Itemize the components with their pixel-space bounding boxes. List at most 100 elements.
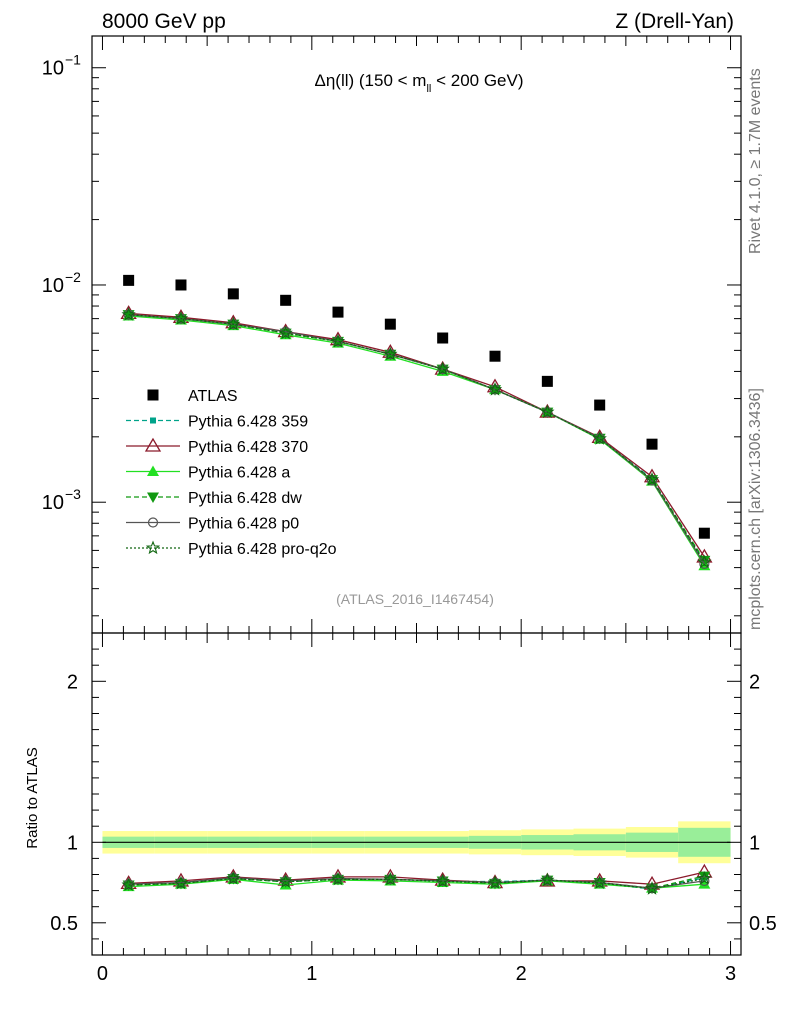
legend-entry: Pythia 6.428 pro-q2o xyxy=(126,540,337,558)
atlas-data-point xyxy=(123,274,135,286)
plot-title: Δη(ll) (150 < mll < 200 GeV) xyxy=(314,71,523,95)
main-series-point xyxy=(644,472,660,486)
ratio-series-point xyxy=(592,875,607,889)
main-series-point xyxy=(330,333,346,348)
atlas-data-point xyxy=(698,527,710,539)
main-y-tick-label: 10 xyxy=(42,275,64,297)
ratio-y-axis-label: Ratio to ATLAS xyxy=(24,747,41,848)
legend-entry: Pythia 6.428 370 xyxy=(126,437,308,456)
ratio-data-marks xyxy=(120,863,713,895)
ratio-y-ticks: 0.5 0.5 1 1 2 2 xyxy=(50,632,777,940)
main-panel: Δη(ll) (150 < mll < 200 GeV) (ATLAS_2016… xyxy=(42,35,742,634)
main-y-tick-base: 10 xyxy=(42,58,64,80)
header-beam-energy: 8000 GeV pp xyxy=(102,10,226,33)
ratio-series-point xyxy=(697,871,712,885)
atlas-data-point xyxy=(175,279,187,291)
main-series-point xyxy=(278,325,293,340)
ratio-series-point xyxy=(278,874,293,888)
main-series-point xyxy=(173,311,189,325)
x-tick-label: 0 xyxy=(97,963,108,985)
main-series-point xyxy=(699,558,710,570)
ratio-y-tick-label-right: 2 xyxy=(749,671,760,693)
ratio-series-point xyxy=(383,871,398,886)
rivet-version-label: Rivet 4.1.0, ≥ 1.7M events xyxy=(747,68,764,254)
main-y-tick-exponent: −2 xyxy=(65,269,81,285)
main-series-point xyxy=(487,382,503,396)
ratio-series-line xyxy=(128,877,705,889)
main-y-tick-base: 10 xyxy=(42,275,64,297)
plot-title-suffix: < 200 GeV) xyxy=(431,71,523,90)
ratio-series-line xyxy=(128,877,705,890)
plot-title-prefix: Δη(ll) (150 < m xyxy=(314,71,426,90)
legend-marker xyxy=(150,417,156,424)
legend-entry: Pythia 6.428 p0 xyxy=(126,516,299,533)
ratio-series-line xyxy=(128,878,705,889)
ratio-series-point xyxy=(540,872,555,887)
ratio-y-tick-label: 2 xyxy=(67,671,78,693)
header-process: Z (Drell-Yan) xyxy=(615,10,734,33)
main-series-point xyxy=(592,431,607,445)
legend-marker xyxy=(147,517,159,528)
main-series-point xyxy=(646,475,658,486)
ratio-y-tick-label-right: 1 xyxy=(749,832,760,854)
main-series-point xyxy=(697,554,712,569)
ratio-series-point xyxy=(435,873,450,888)
legend-label: Pythia 6.428 359 xyxy=(188,414,308,431)
main-y-tick-exponent: −3 xyxy=(65,486,81,502)
legend-marker xyxy=(147,465,159,476)
main-series-point xyxy=(226,316,241,331)
ratio-y-tick-label: 0.5 xyxy=(50,913,78,935)
main-series-line xyxy=(128,314,705,563)
x-tick-label: 1 xyxy=(306,963,317,985)
main-series-point xyxy=(121,307,136,321)
atlas-data-point xyxy=(437,332,449,344)
legend-entry: Pythia 6.428 dw xyxy=(126,490,302,507)
main-series-line xyxy=(128,315,705,567)
legend-entry-atlas: ATLAS xyxy=(147,388,238,405)
legend-label: Pythia 6.428 dw xyxy=(188,490,302,507)
ratio-series-point xyxy=(121,877,136,892)
ratio-series-point xyxy=(173,875,189,890)
main-series-point xyxy=(435,361,450,376)
ratio-series-point xyxy=(487,875,503,889)
legend-marker xyxy=(145,540,161,555)
x-tick-label: 3 xyxy=(725,963,736,985)
atlas-data-point xyxy=(489,350,501,362)
x-axis-ticks: 0 1 2 3 xyxy=(97,36,736,985)
main-y-ticks: 10−110−210−3 xyxy=(42,52,741,617)
ratio-series-point xyxy=(489,878,502,890)
ratio-series-point xyxy=(644,881,660,895)
main-y-tick-base: 10 xyxy=(42,492,64,514)
ratio-series-line xyxy=(128,871,705,885)
ratio-y-tick-label: 1 xyxy=(67,832,78,854)
ratio-series-point xyxy=(698,878,711,889)
ratio-panel: 0.5 0.5 1 1 2 2 Ratio to ATLAS xyxy=(24,632,777,956)
legend-label: Pythia 6.428 a xyxy=(188,465,290,482)
legend-marker xyxy=(144,437,162,452)
atlas-data-point xyxy=(332,306,344,318)
legend: ATLAS Pythia 6.428 359 Pythia 6.428 370 Pyt… xyxy=(126,388,337,558)
atlas-data-point xyxy=(384,318,396,330)
analysis-id-label: (ATLAS_2016_I1467454) xyxy=(336,591,494,607)
legend-label-atlas: ATLAS xyxy=(188,388,238,405)
plot-title-subscript: ll xyxy=(426,83,431,95)
ratio-series-point xyxy=(699,875,710,887)
main-y-tick-label: 10 xyxy=(42,58,64,80)
main-y-tick-label: 10 xyxy=(42,492,64,514)
ratio-uncertainty-bands xyxy=(102,821,731,864)
atlas-data-point xyxy=(541,375,553,387)
main-y-tick-exponent: −1 xyxy=(65,52,81,68)
legend-marker-atlas xyxy=(147,389,159,401)
legend-label: Pythia 6.428 pro-q2o xyxy=(188,541,337,558)
legend-entry: Pythia 6.428 359 xyxy=(126,414,308,431)
ratio-y-tick-label-right: 0.5 xyxy=(749,913,777,935)
legend-marker xyxy=(147,492,159,503)
atlas-data-point xyxy=(227,288,239,300)
atlas-data-point xyxy=(646,438,658,450)
main-series-point xyxy=(383,346,398,361)
main-series-point xyxy=(540,404,555,419)
x-tick-label: 2 xyxy=(516,963,527,985)
ratio-series-point xyxy=(226,871,241,885)
ratio-series-point xyxy=(330,871,346,886)
